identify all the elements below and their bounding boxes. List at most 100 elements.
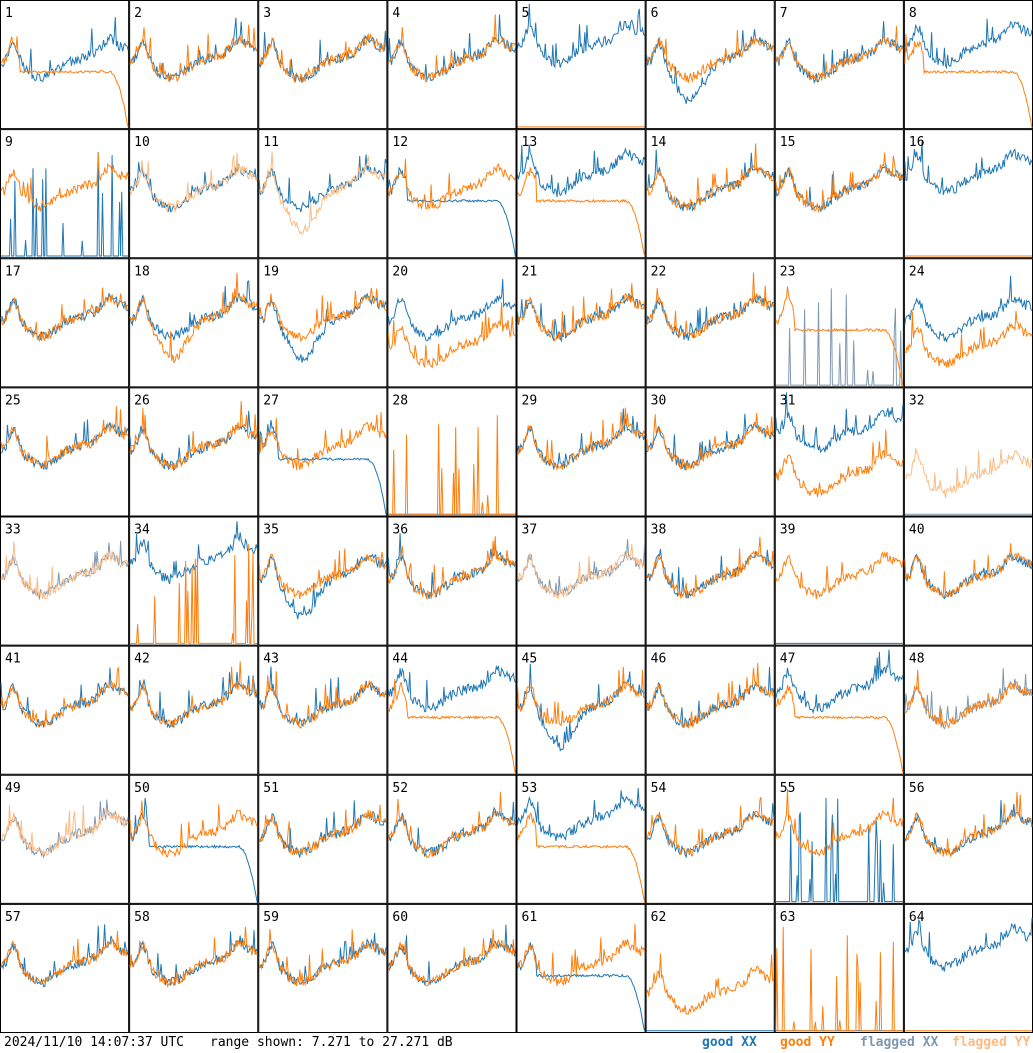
panel-50-yy-line [129,800,258,858]
panel-29-xx-line [517,408,646,470]
panel-49-xx-line [0,799,129,859]
panel-5-xx-line [517,3,646,69]
panel-46-yy-line [646,663,775,729]
panel-45-yy-line [517,666,645,727]
panel-2: 2 [129,0,259,130]
panel-17-xx-line [0,292,129,340]
panel-48: 48 [903,645,1033,775]
panel-18-yy-line [129,272,258,364]
panel-38-yy-line [646,536,775,600]
panel-52-yy-line [387,792,516,859]
panel-43-label: 43 [263,652,279,667]
panel-frame [774,516,904,646]
panel-2-yy-line [129,24,258,83]
panel-frame [258,516,388,646]
legend-flagged-yy: flagged YY [952,1035,1031,1050]
panel-63-label: 63 [780,910,796,925]
panel-46-xx-line [646,667,775,729]
panel-frame [774,387,904,517]
panel-20-yy-line [387,302,516,369]
panel-frame [258,387,388,517]
panel-48-yy-line [904,669,1033,729]
panel-63-yy-line [775,926,903,1032]
panel-3-yy-line [259,32,387,84]
panel-50-xx-line [129,798,258,903]
panel-frame [0,903,130,1033]
panel-53-xx-line [517,788,645,841]
panel-frame [387,129,517,259]
panel-19-xx-line [258,292,387,363]
panel-57: 57 [0,903,130,1033]
panel-61: 61 [516,903,646,1033]
panel-14: 14 [645,129,775,259]
panel-42-xx-line [129,671,258,729]
panel-frame [774,258,904,388]
panel-49-yy-line [0,804,129,857]
panel-7: 7 [774,0,904,130]
panel-37: 37 [516,516,646,646]
panel-frame [258,645,388,775]
panel-4-label: 4 [392,6,400,21]
panel-62-yy-line [646,953,775,1015]
panel-9-label: 9 [5,135,13,150]
panel-64: 64 [903,903,1033,1033]
panel-48-xx-line [904,668,1033,730]
panel-frame [516,387,646,517]
panel-35: 35 [258,516,388,646]
panel-18-label: 18 [134,264,150,279]
panel-13: 13 [516,129,646,259]
panel-frame [387,0,517,130]
panel-54-xx-line [646,803,775,859]
panel-60-yy-line [387,929,516,987]
panel-28: 28 [387,387,517,517]
panel-40: 40 [903,516,1033,646]
panel-57-yy-line [0,931,129,986]
panel-35-yy-line [258,548,387,599]
panel-21-yy-line [517,283,646,342]
panel-23-label: 23 [780,264,796,279]
panel-28-label: 28 [392,393,408,408]
panel-43-xx-line [258,666,387,728]
panel-51-xx-line [259,800,387,858]
panel-62: 62 [645,903,775,1033]
panel-frame [129,258,259,388]
panel-29: 29 [516,387,646,517]
panel-10: 10 [129,129,259,259]
panel-frame [258,0,388,130]
panel-12: 12 [387,129,517,259]
panel-48-label: 48 [909,652,925,667]
panel-40-yy-line [904,543,1033,599]
panel-frame [0,645,130,775]
footer-bar: 2024/11/10 14:07:37 UTC range shown: 7.2… [0,1033,1033,1053]
panel-11-label: 11 [263,135,279,150]
panel-24: 24 [903,258,1033,388]
panel-13-label: 13 [522,135,538,150]
panel-9: 9 [0,129,130,259]
panel-frame [645,0,775,130]
panel-14-label: 14 [651,135,667,150]
panel-frame [0,258,130,388]
panel-51-label: 51 [263,781,279,796]
panel-36-xx-line [387,533,516,599]
panel-37-label: 37 [522,523,538,538]
panel-56-yy-line [904,792,1033,858]
panel-6-yy-line [646,29,775,84]
legend-flagged-xx: flagged XX [860,1035,939,1050]
panel-61-yy-line [517,923,646,987]
panel-frame [387,516,517,646]
panel-39: 39 [774,516,904,646]
panel-34: 34 [129,516,259,646]
panel-10-label: 10 [134,135,150,150]
panel-37-xx-line [517,539,646,597]
panel-4: 4 [387,0,517,130]
panel-54-yy-line [646,797,774,857]
panel-25-yy-line [0,406,129,469]
panel-33-label: 33 [5,523,21,538]
panel-frame [774,903,904,1033]
panel-24-yy-line [904,310,1033,368]
panel-9-yy-line [0,152,129,212]
panel-42: 42 [129,645,259,775]
panel-61-xx-line [517,941,646,1032]
panel-52-xx-line [387,801,516,857]
